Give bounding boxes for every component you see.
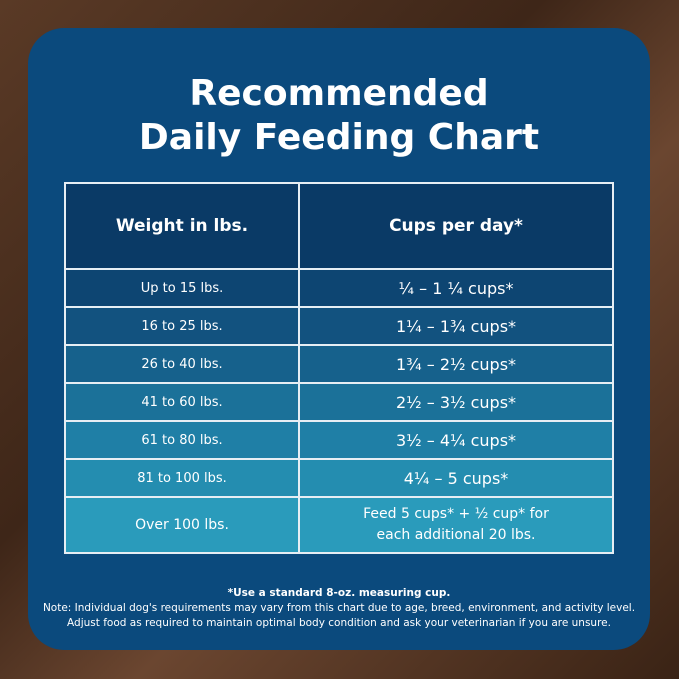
cups-cell: 4¼ – 5 cups* xyxy=(298,458,614,498)
header-weight: Weight in lbs. xyxy=(64,182,300,270)
cups-line: Feed 5 cups* + ½ cup* for xyxy=(363,506,549,522)
footnotes: *Use a standard 8-oz. measuring cup. Not… xyxy=(28,586,650,631)
cups-cell: 2½ – 3½ cups* xyxy=(298,382,614,422)
title-line-1: Recommended xyxy=(189,73,489,114)
table-row: 81 to 100 lbs. 4¼ – 5 cups* xyxy=(64,458,614,498)
measure-note: *Use a standard 8-oz. measuring cup. xyxy=(227,587,451,599)
table-header-row: Weight in lbs. Cups per day* xyxy=(64,182,614,270)
weight-cell: 61 to 80 lbs. xyxy=(64,420,300,460)
table-row: Up to 15 lbs. ¼ – 1 ¼ cups* xyxy=(64,268,614,308)
table-row: 16 to 25 lbs. 1¼ – 1¾ cups* xyxy=(64,306,614,346)
weight-cell: Up to 15 lbs. xyxy=(64,268,300,308)
header-cups: Cups per day* xyxy=(298,182,614,270)
table-row: 61 to 80 lbs. 3½ – 4¼ cups* xyxy=(64,420,614,460)
note-line-2: Adjust food as required to maintain opti… xyxy=(67,617,611,629)
cups-cell: ¼ – 1 ¼ cups* xyxy=(298,268,614,308)
weight-cell: 26 to 40 lbs. xyxy=(64,344,300,384)
cups-cell: 1¾ – 2½ cups* xyxy=(298,344,614,384)
cups-cell: 1¼ – 1¾ cups* xyxy=(298,306,614,346)
cups-line: each additional 20 lbs. xyxy=(376,527,536,543)
table-row: Over 100 lbs. Feed 5 cups* + ½ cup* for ea… xyxy=(64,496,614,554)
feeding-table: Weight in lbs. Cups per day* Up to 15 lb… xyxy=(64,182,614,554)
weight-cell: Over 100 lbs. xyxy=(64,496,300,554)
feeding-chart-panel: Recommended Daily Feeding Chart Weight i… xyxy=(28,28,650,650)
cups-cell: 3½ – 4¼ cups* xyxy=(298,420,614,460)
table-row: 41 to 60 lbs. 2½ – 3½ cups* xyxy=(64,382,614,422)
title-line-2: Daily Feeding Chart xyxy=(138,117,540,158)
chart-title: Recommended Daily Feeding Chart xyxy=(28,72,650,160)
note-line-1: Note: Individual dog's requirements may … xyxy=(42,602,636,614)
weight-cell: 41 to 60 lbs. xyxy=(64,382,300,422)
cups-cell: Feed 5 cups* + ½ cup* for each additional… xyxy=(298,496,614,554)
weight-cell: 16 to 25 lbs. xyxy=(64,306,300,346)
table-row: 26 to 40 lbs. 1¾ – 2½ cups* xyxy=(64,344,614,384)
weight-cell: 81 to 100 lbs. xyxy=(64,458,300,498)
